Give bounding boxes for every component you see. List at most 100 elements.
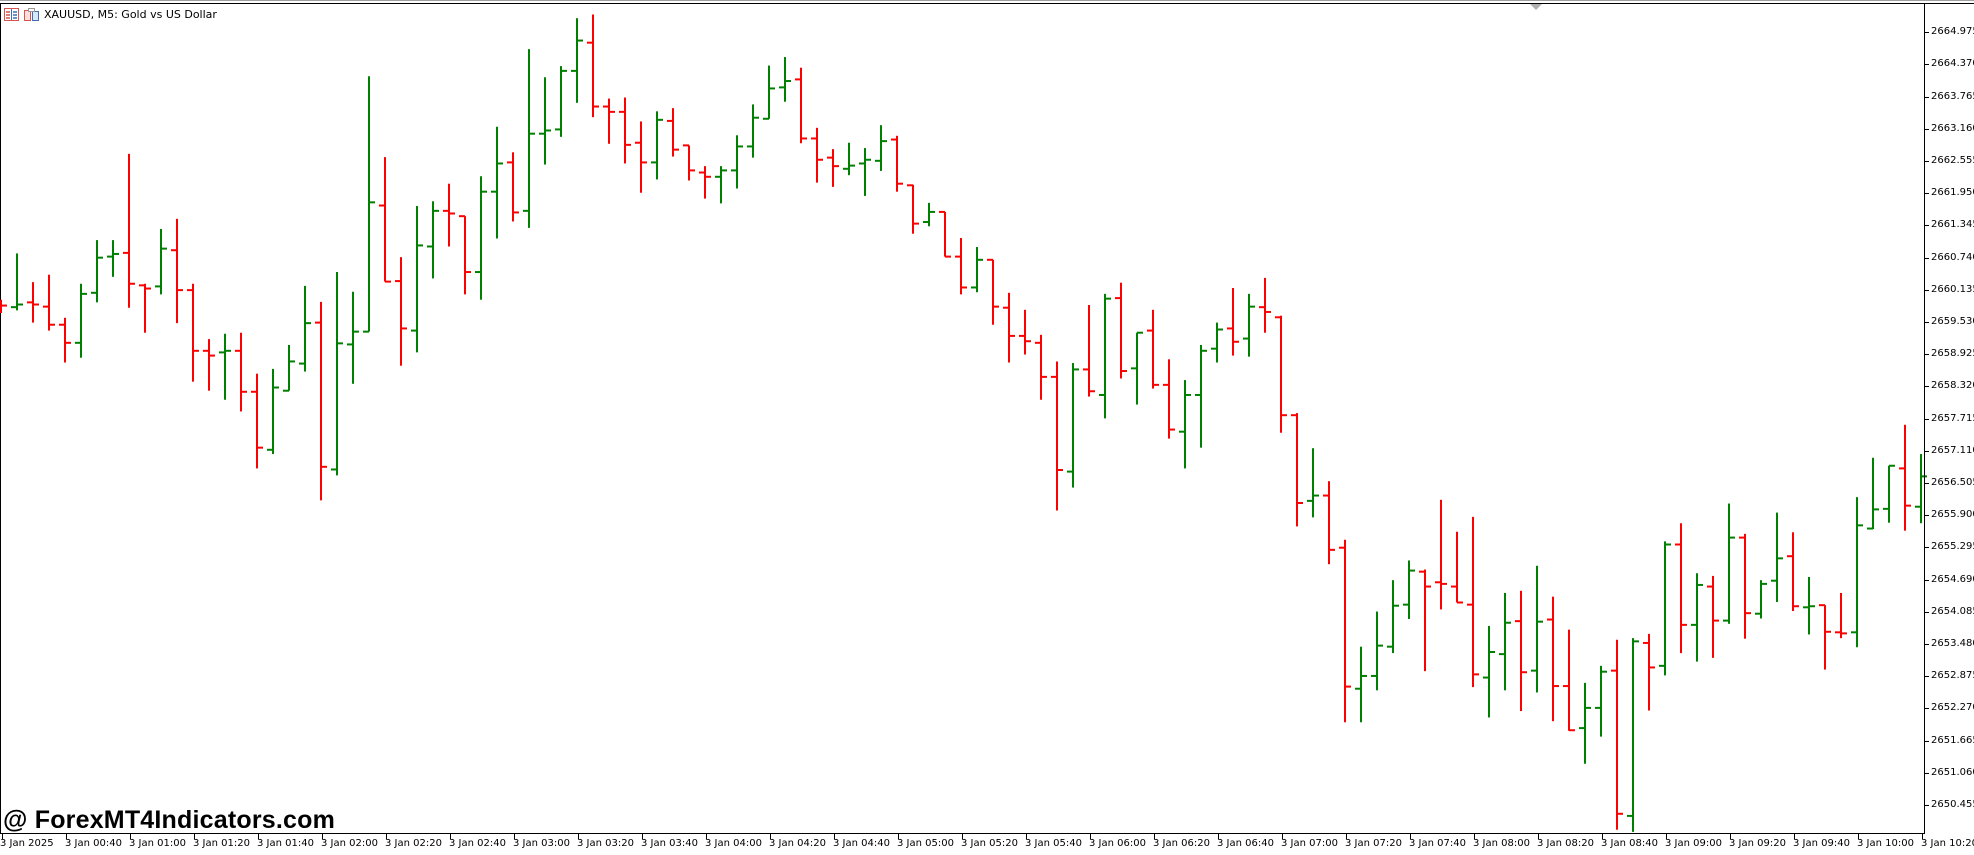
time-tick-label: 3 Jan 08:00 xyxy=(1473,838,1530,849)
ohlc-bar xyxy=(635,121,647,193)
ohlc-bar xyxy=(1531,565,1543,693)
ohlc-bar xyxy=(1179,380,1191,469)
time-tick-label: 3 Jan 09:20 xyxy=(1729,838,1786,849)
ohlc-bar xyxy=(1835,592,1847,639)
ohlc-bar xyxy=(315,301,327,501)
time-tick-label: 3 Jan 01:00 xyxy=(129,838,186,849)
time-tick-label: 3 Jan 02:20 xyxy=(385,838,442,849)
time-tick-label: 3 Jan 10:00 xyxy=(1857,838,1914,849)
ohlc-bar xyxy=(187,283,199,382)
time-tick-label: 3 Jan 06:20 xyxy=(1153,838,1210,849)
ohlc-bar xyxy=(987,258,999,325)
ohlc-bar xyxy=(0,299,7,314)
ohlc-bar xyxy=(459,215,471,295)
ohlc-bar xyxy=(1563,629,1575,732)
price-tick-label: 2651.060 xyxy=(1931,766,1974,778)
ohlc-bar xyxy=(1435,499,1447,610)
ohlc-bar xyxy=(555,66,567,137)
ohlc-bar xyxy=(1899,424,1911,531)
ohlc-bar xyxy=(1275,315,1287,433)
ohlc-bars xyxy=(0,14,1927,832)
ohlc-bar xyxy=(651,111,663,180)
ohlc-bar xyxy=(1211,322,1223,363)
ohlc-bar xyxy=(379,157,391,283)
ohlc-bar xyxy=(139,283,151,333)
time-tick-label: 3 Jan 03:00 xyxy=(513,838,570,849)
ohlc-bar xyxy=(363,76,375,333)
ohlc-bar xyxy=(1163,359,1175,439)
ohlc-bar xyxy=(1515,590,1527,712)
time-tick-label: 3 Jan 05:00 xyxy=(897,838,954,849)
ohlc-bar xyxy=(443,183,455,247)
time-tick-label: 3 Jan 10:20 xyxy=(1921,838,1974,849)
ohlc-bar xyxy=(1691,573,1703,662)
chart-left-border xyxy=(0,3,1,834)
ohlc-bar xyxy=(859,148,871,196)
ohlc-bar xyxy=(747,104,759,158)
ohlc-bar xyxy=(1003,292,1015,363)
ohlc-bar xyxy=(1755,580,1767,619)
ohlc-bar xyxy=(779,57,791,102)
price-tick-label: 2653.480 xyxy=(1931,638,1974,650)
time-tick-label: 3 Jan 08:20 xyxy=(1537,838,1594,849)
ohlc-bar xyxy=(1659,541,1671,676)
ohlc-bar xyxy=(1627,638,1639,832)
ohlc-bar xyxy=(1371,611,1383,691)
price-tick-label: 2655.900 xyxy=(1931,509,1974,521)
time-tick-label: 3 Jan 04:40 xyxy=(833,838,890,849)
ohlc-bar xyxy=(1739,533,1751,639)
ohlc-bar xyxy=(1675,523,1687,654)
ohlc-bar xyxy=(891,135,903,192)
price-tick-label: 2660.135 xyxy=(1931,283,1974,295)
bars-list-icon[interactable] xyxy=(4,7,19,21)
ohlc-bar xyxy=(267,368,279,455)
ohlc-bar xyxy=(299,285,311,372)
ohlc-bar xyxy=(1915,454,1927,524)
ohlc-bar xyxy=(523,49,535,228)
ohlc-bar xyxy=(1387,580,1399,654)
ohlc-bar xyxy=(875,125,887,171)
price-tick-label: 2659.530 xyxy=(1931,316,1974,328)
time-tick-label: 3 Jan 09:00 xyxy=(1665,838,1722,849)
time-tick-label: 3 Jan 07:20 xyxy=(1345,838,1402,849)
ohlc-bar xyxy=(1643,633,1655,711)
price-tick-label: 2650.455 xyxy=(1931,799,1974,810)
ohlc-bar xyxy=(235,332,247,412)
ohlc-bar xyxy=(1499,592,1511,691)
ohlc-bar xyxy=(1579,682,1591,764)
ohlc-bar xyxy=(347,291,359,384)
ohlc-bar xyxy=(731,135,743,189)
ohlc-bar xyxy=(283,344,295,392)
ohlc-bar xyxy=(1115,282,1127,379)
ohlc-bar xyxy=(1867,457,1879,530)
ohlc-bar xyxy=(811,127,823,183)
price-tick-label: 2660.740 xyxy=(1931,251,1974,263)
ohlc-bar xyxy=(1803,576,1815,635)
ohlc-bar xyxy=(1019,309,1031,355)
ohlc-bar xyxy=(907,184,919,234)
ohlc-bar xyxy=(107,240,119,277)
price-tick-label: 2654.085 xyxy=(1931,605,1974,617)
ohlc-bar xyxy=(1595,665,1607,737)
ohlc-bar xyxy=(427,201,439,279)
ohlc-bar xyxy=(683,144,695,181)
ohlc-bar xyxy=(475,176,487,300)
chart-template-icon[interactable] xyxy=(24,7,39,21)
time-tick-label: 3 Jan 2025 xyxy=(0,838,54,849)
time-tick-label: 3 Jan 07:00 xyxy=(1281,838,1338,849)
chart-shift-marker-icon[interactable] xyxy=(1530,4,1542,10)
ohlc-bar xyxy=(971,247,983,293)
ohlc-bar xyxy=(603,98,615,144)
price-tick-label: 2652.875 xyxy=(1931,670,1974,682)
ohlc-bar xyxy=(1259,277,1271,333)
time-tick-label: 3 Jan 08:40 xyxy=(1601,838,1658,849)
time-tick-label: 3 Jan 03:40 xyxy=(641,838,698,849)
ohlc-bar xyxy=(843,142,855,176)
time-tick-label: 3 Jan 04:20 xyxy=(769,838,826,849)
ohlc-bar xyxy=(1467,516,1479,688)
ohlc-bar xyxy=(1147,309,1159,389)
price-tick-label: 2656.505 xyxy=(1931,477,1974,489)
ohlc-bar xyxy=(667,108,679,157)
price-tick-label: 2657.715 xyxy=(1931,412,1974,424)
